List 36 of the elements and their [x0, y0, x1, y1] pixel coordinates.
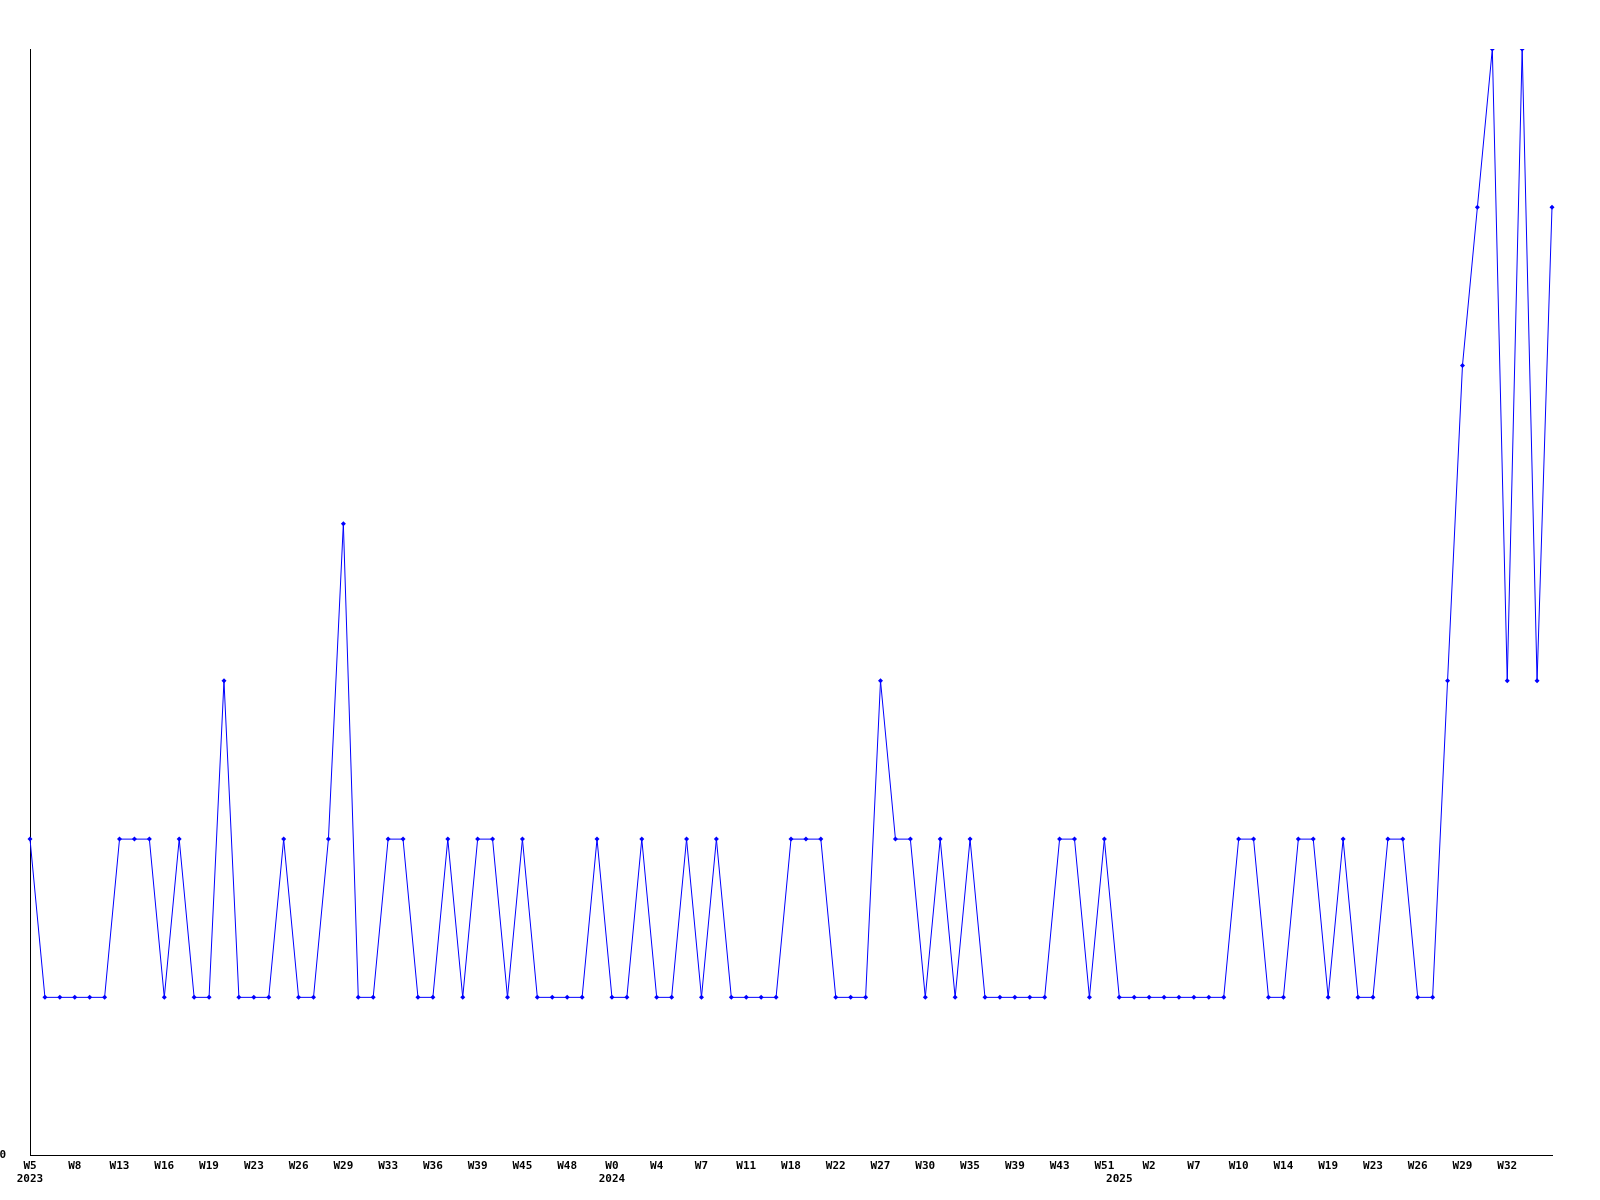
x-tick-label: W39 [467, 1159, 488, 1173]
x-tick-label: W23 [1363, 1159, 1383, 1173]
x-tick-label: W32 [1497, 1159, 1518, 1173]
x-tick-label: W19 [1318, 1159, 1339, 1173]
x-tick-label: W13 [109, 1159, 130, 1173]
x-tick-label: W7 [694, 1159, 709, 1173]
x-tick-label: W29 [1452, 1159, 1473, 1173]
x-tick-label: W26 [288, 1159, 309, 1173]
x-tick-label: W48 [557, 1159, 578, 1173]
x-tick-label: W5 2023 [16, 1159, 44, 1186]
x-tick-label: W30 [915, 1159, 936, 1173]
x-tick-label: W0 2024 [598, 1159, 626, 1186]
x-tick-label: W19 [199, 1159, 219, 1173]
x-tick-label: W10 [1228, 1159, 1249, 1173]
x-tick-label: W51 [1094, 1159, 1115, 1173]
text: 0 [0, 1148, 6, 1162]
x-tick-label: W27 [870, 1159, 891, 1173]
x-tick-label: W43 [1049, 1159, 1070, 1173]
x-tick-label: W22 [825, 1159, 846, 1173]
x-tick-label: W18 [781, 1159, 801, 1173]
x-tick-label: W14 [1273, 1159, 1294, 1173]
x-tick-label: W4 [650, 1159, 664, 1173]
x-tick-label: W8 [68, 1159, 82, 1173]
x-tick-label: W23 [243, 1159, 264, 1173]
x-tick-label: W36 [422, 1159, 444, 1173]
x-tick-label: W26 [1407, 1159, 1429, 1173]
x-tick-label: W11 [736, 1159, 757, 1173]
x-tick-label: W29 [333, 1159, 354, 1173]
x-tick-label: W35 [960, 1159, 980, 1173]
x-tick-label: W45 [512, 1159, 533, 1173]
x-tick-label: 2025 [1106, 1172, 1133, 1186]
x-tick-label: W7 [1187, 1159, 1201, 1173]
x-tick-label: W39 [1004, 1159, 1025, 1173]
x-tick-label: W33 [378, 1159, 399, 1173]
x-tick-label: W2 [1142, 1159, 1156, 1173]
x-tick-label: W16 [154, 1159, 175, 1173]
